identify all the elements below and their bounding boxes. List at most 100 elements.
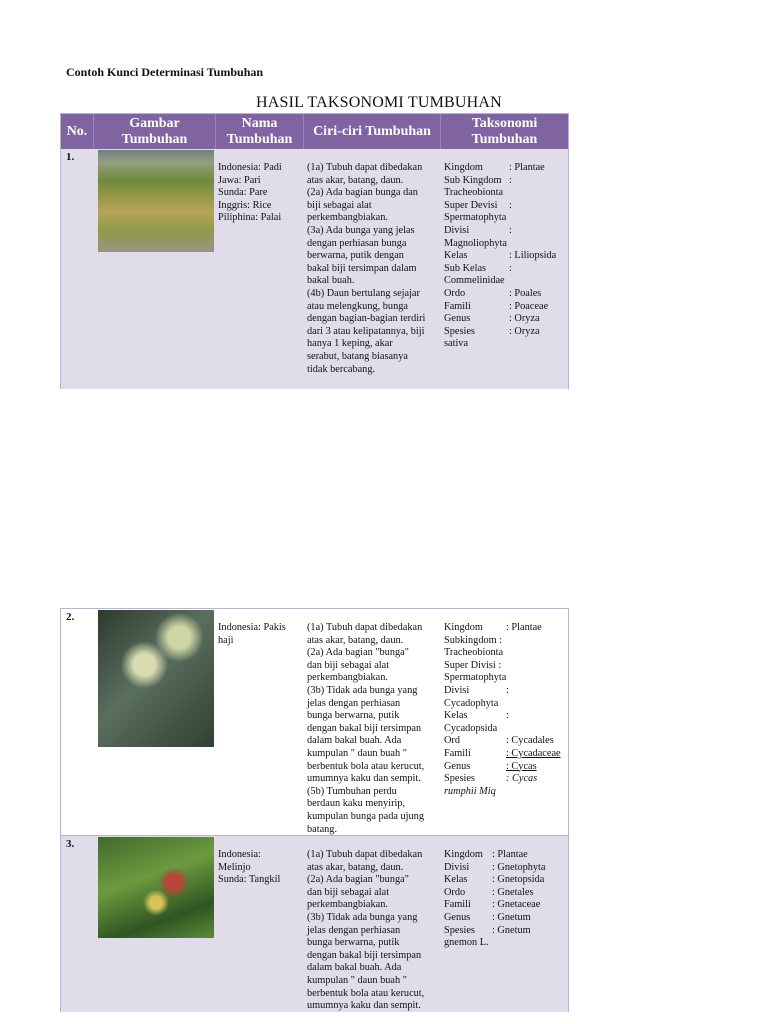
ciri-line: (4b) Daun bertulang sejajar [307,287,420,299]
ciri-line: atau melengkung, bunga [307,300,408,312]
ciri-line: (2a) Ada bagian "bunga" [307,647,409,659]
ciri-line: (1a) Tubuh dapat dibedakan [307,849,423,860]
taxon-value: : Gnetaceae [492,899,541,911]
taxon-line: Genus : Cycas [444,761,561,774]
taxon-line: Spermatophyta [444,672,561,685]
taxon-rank: Magnoliophyta [444,237,507,249]
taxon-rank: Kelas [444,710,468,722]
ciri-line: dalam bakal buah. Ada [307,962,402,974]
taxon-rank: Sub Kingdom [444,174,502,186]
taxon-rank: Subkingdom : [444,634,503,646]
ciri-line: kumpulan " daun buah " [307,747,407,759]
row-number: 2. [66,611,75,623]
document-title: Contoh Kunci Determinasi Tumbuhan [66,65,264,79]
nama-line: Indonesia: [218,849,261,860]
ciri-line: (3b) Tidak ada bunga yang [307,911,418,923]
ciri-line: kumpulan " daun buah " [307,974,407,986]
taxon-rank: Genus [444,911,471,923]
nama-tumbuhan: Indonesia: Pakis haji [218,622,286,647]
taxon-value: : Plantae [509,162,545,173]
ciri-line: (1a) Tubuh dapat dibedakan [307,162,423,173]
taxon-rank: Divisi [444,861,470,873]
nama-line: Inggris: Rice [218,199,272,211]
ciri-line: jelas dengan perhiasan [307,924,401,936]
table-row: 2. Indonesia: Pakis haji (1a) Tubuh dapat d… [61,609,568,836]
ciri-line: umumnya kaku dan sempit. [307,1000,421,1012]
taxon-rank: Kingdom [444,162,483,173]
taxon-line: Divisi: [444,225,556,238]
ciri-line: tidak bercabang. [307,363,376,375]
taxonomy-table-2: 2. Indonesia: Pakis haji (1a) Tubuh dapat d… [60,608,569,1012]
taxon-value: : [509,174,512,186]
taxon-line: gnemon L. [444,937,545,950]
taxon-line: Ordo: Gnetales [444,887,545,900]
ciri-line: kumpulan bunga pada ujung [307,810,424,822]
taxon-line: Magnoliophyta [444,238,556,251]
taxon-rank: Genus [444,760,471,772]
ciri-line: bunga berwarna, putik [307,937,400,949]
taxon-line: Super Devisi: [444,200,556,213]
ciri-line: atas akar, batang, daun. [307,634,404,646]
ciri-line: dengan perhiasan bunga [307,237,407,249]
taxon-value: : Gnetum [492,924,531,936]
ciri-line: batang. [307,823,338,835]
header-gambar: Gambar Tumbuhan [94,114,216,149]
taxon-value: : [509,199,512,211]
taxon-value: : Plantae [506,622,542,633]
taxon-line: Genus: Oryza [444,313,556,326]
ciri-line: dengan bagian-bagian terdiri [307,313,426,325]
taxon-value: : Poaceae [509,300,549,312]
taxon-value: : Gnetopsida [492,874,545,886]
taxon-rank: Commelinidae [444,275,505,287]
taxon-value: : Cycadaceae [506,747,561,759]
ciri-line: berbentuk bola atau kerucut, [307,987,425,999]
rice-plant-photo [98,150,214,252]
taxon-line: Famili: Cycadaceae [444,748,561,761]
taxon-rank: Tracheobionta [444,647,504,659]
taxon-value: : Gnetophyta [492,861,546,873]
taxon-value: : Oryza [509,313,540,325]
taxon-line: Cycadopsida [444,723,561,736]
taxon-line: Famili : Gnetaceae [444,899,545,912]
taxon-line: sativa [444,338,556,351]
nama-line: haji [218,634,234,646]
nama-line: Sunda: Pare [218,187,268,199]
taxon-line: Spermatophyta [444,212,556,225]
taxon-line: Ordo: Poales [444,288,556,301]
row-number: 1. [66,151,75,163]
nama-line: Sunda: Tangkil [218,874,281,886]
taxon-rank: Spermatophyta [444,212,507,224]
taxon-line: Ord: Cycadales [444,735,561,748]
ciri-line: dengan bakal biji tersimpan [307,722,422,734]
taxon-line: Kingdom: Plantae [444,622,561,635]
taxon-line: Super Divisi : [444,660,561,673]
taxon-value: : Cycas [506,760,537,772]
ciri-line: umumnya kaku dan sempit. [307,773,421,785]
ciri-line: bakal buah. [307,275,355,287]
taxon-rank: Ordo [444,886,466,898]
ciri-line: perkembangbiakan. [307,672,388,684]
nama-line: Indonesia: Pakis [218,622,286,633]
taxon-rank: Spesies [444,325,475,337]
taxon-line: rumphii Miq [444,786,561,799]
taxon-rank: gnemon L. [444,937,489,949]
melinjo-plant-photo [98,837,214,938]
taxon-value: : Poales [509,287,542,299]
ciri-line: dari 3 atau kelipatannya, biji [307,325,425,337]
taxon-value: : Cycas [506,773,538,785]
taxon-rank: Famili [444,899,471,911]
ciri-line: bakal biji tersimpan dalam [307,262,417,274]
taxon-value: : [506,710,509,722]
taxon-value: : Cycadales [506,735,554,747]
ciri-line: perkembangbiakan. [307,212,388,224]
taxon-rank: Kelas [444,874,468,886]
taxon-line: Genus: Gnetum [444,912,545,925]
table-row: 1. Indonesia: Padi Jawa: Pari Sunda: Pare In… [61,149,568,389]
taksonomi: Kingdom: Plantae Divisi: Gnetophyta Kelas:… [444,849,545,950]
ciri-line: (5b) Tumbuhan perdu [307,785,397,797]
ciri-line: dan biji sebagai alat [307,659,390,671]
taxon-value: : [509,262,512,274]
taxon-rank: Spesies [444,924,475,936]
taxon-line: Kingdom : Plantae [444,162,556,175]
taxon-value: : [506,684,509,696]
